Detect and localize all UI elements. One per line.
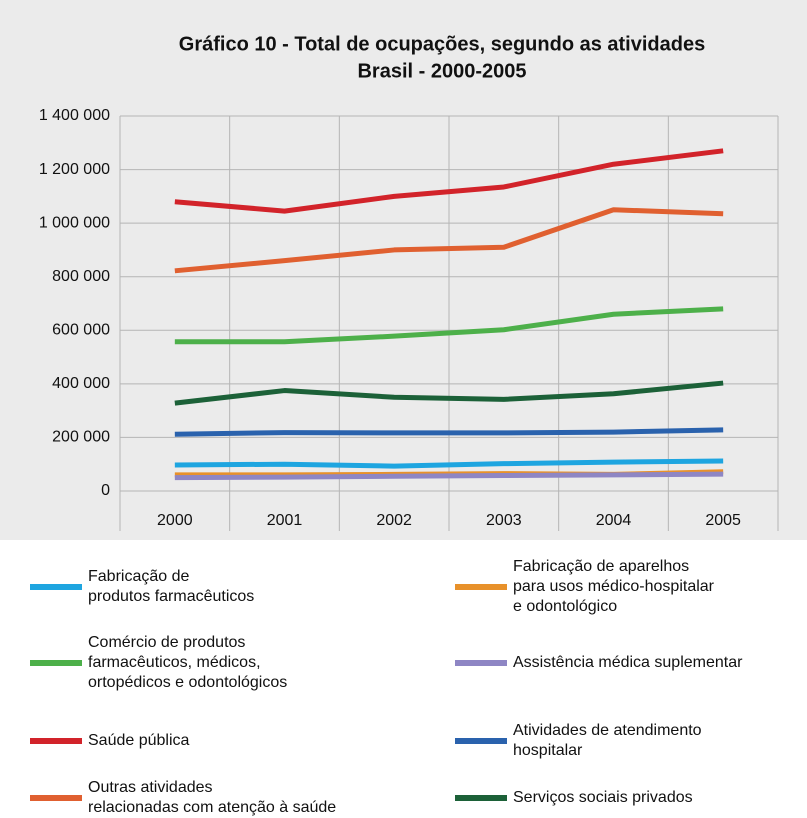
legend-swatch — [455, 795, 507, 801]
y-tick-label: 1 000 000 — [39, 214, 110, 231]
x-tick-label: 2001 — [267, 512, 303, 529]
x-tick-label: 2000 — [157, 512, 193, 529]
legend-swatch — [455, 738, 507, 744]
legend-label: Assistência médica suplementar — [513, 654, 743, 671]
legend-swatch — [455, 660, 507, 666]
chart-background — [0, 0, 807, 540]
legend-label: Saúde pública — [88, 732, 190, 749]
x-tick-label: 2002 — [376, 512, 412, 529]
chart-title: Gráfico 10 - Total de ocupações, segundo… — [179, 33, 705, 55]
legend-label: Outras atividades relacionadas com atenç… — [88, 779, 337, 816]
series-line — [174, 458, 724, 469]
y-tick-label: 400 000 — [52, 375, 110, 392]
series-line — [174, 207, 724, 274]
chart-subtitle: Brasil - 2000-2005 — [357, 60, 526, 82]
y-tick-label: 0 — [101, 482, 110, 499]
legend-swatch — [455, 584, 507, 590]
chart: Gráfico 10 - Total de ocupações, segundo… — [0, 0, 807, 540]
legend-swatch — [30, 795, 82, 801]
legend-label: Fabricação de produtos farmacêuticos — [88, 568, 255, 605]
series-line — [174, 380, 724, 406]
x-tick-label: 2005 — [705, 512, 741, 529]
series-line — [174, 427, 724, 437]
legend-swatch — [30, 660, 82, 666]
legend-label: Atividades de atendimento hospitalar — [513, 722, 702, 759]
legend-label: Comércio de produtos farmacêuticos, médi… — [88, 634, 288, 691]
y-tick-label: 600 000 — [52, 322, 110, 339]
legend-swatch — [30, 584, 82, 590]
legend-label: Fabricação de aparelhos para usos médico… — [513, 558, 714, 615]
y-tick-label: 200 000 — [52, 429, 110, 446]
x-tick-label: 2004 — [596, 512, 632, 529]
series-line — [174, 471, 724, 481]
legend-swatch — [30, 738, 82, 744]
legend-label: Serviços sociais privados — [513, 789, 693, 806]
y-tick-label: 800 000 — [52, 268, 110, 285]
series-line — [174, 306, 724, 345]
y-tick-label: 1 200 000 — [39, 161, 110, 178]
x-tick-label: 2003 — [486, 512, 522, 529]
series-line — [174, 148, 724, 214]
y-tick-label: 1 400 000 — [39, 107, 110, 124]
